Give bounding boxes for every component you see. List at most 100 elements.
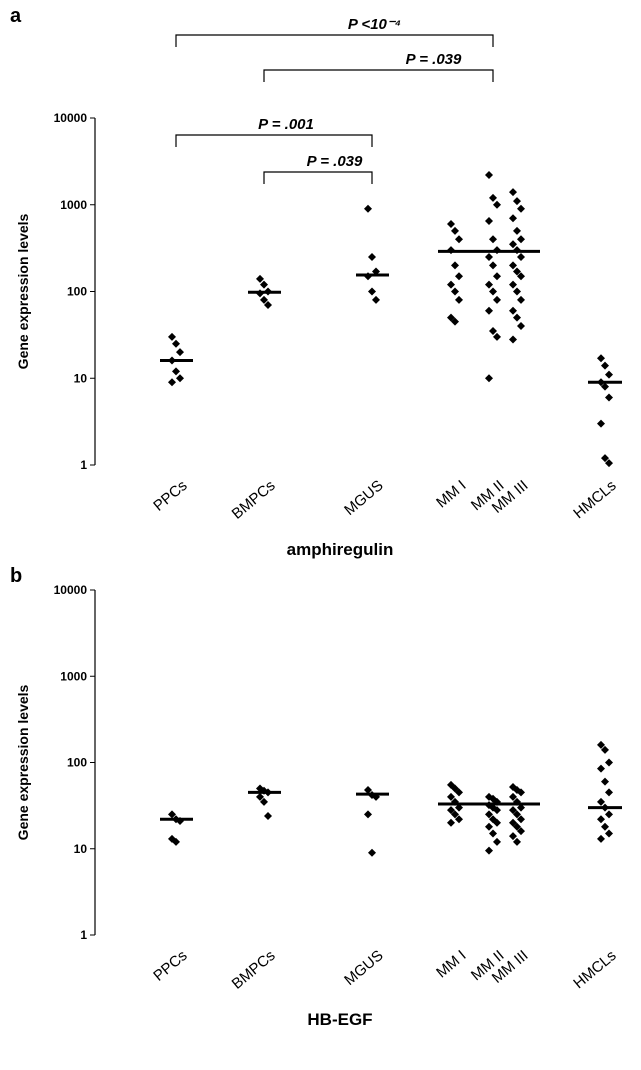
data-point	[364, 785, 372, 794]
data-point	[489, 193, 497, 202]
data-point	[517, 272, 525, 281]
data-point	[447, 280, 455, 289]
data-point	[485, 216, 493, 225]
data-point	[455, 272, 463, 281]
data-point	[368, 252, 376, 261]
x-tick-label: HMCLs	[570, 947, 619, 992]
data-point	[256, 792, 264, 801]
data-point	[513, 226, 521, 235]
data-point	[517, 815, 525, 824]
data-point	[455, 235, 463, 244]
data-point	[509, 261, 517, 270]
y-tick-label: 10000	[54, 583, 88, 597]
data-point	[601, 822, 609, 831]
y-axis-label: Gene expression levels	[15, 213, 31, 369]
y-axis-label: Gene expression levels	[15, 684, 31, 840]
x-tick-label: MGUS	[341, 477, 386, 519]
data-point	[597, 419, 605, 428]
data-point	[264, 811, 272, 820]
data-point	[489, 287, 497, 296]
data-point	[605, 810, 613, 819]
data-point	[601, 382, 609, 391]
data-point	[509, 792, 517, 801]
data-point	[517, 788, 525, 797]
data-point	[451, 317, 459, 326]
data-point	[489, 235, 497, 244]
data-point	[601, 745, 609, 754]
data-point	[485, 171, 493, 180]
data-point	[493, 837, 501, 846]
data-point	[605, 370, 613, 379]
y-tick-label: 100	[67, 285, 87, 299]
data-point	[493, 332, 501, 341]
significance-bracket	[175, 134, 373, 147]
data-point	[513, 822, 521, 831]
data-point	[172, 837, 180, 846]
data-point	[455, 788, 463, 797]
data-point	[597, 354, 605, 363]
data-point	[517, 322, 525, 331]
data-point	[447, 219, 455, 228]
data-point	[605, 788, 613, 797]
p-value: P = .039	[307, 153, 363, 170]
data-point	[493, 272, 501, 281]
data-point	[605, 829, 613, 838]
data-point	[597, 764, 605, 773]
p-value: P <10⁻⁴	[348, 16, 401, 33]
p-value: P = .001	[258, 116, 314, 133]
data-point	[517, 252, 525, 261]
x-axis-label: amphiregulin	[287, 540, 394, 559]
data-point	[605, 758, 613, 767]
data-point	[601, 361, 609, 370]
data-point	[493, 818, 501, 827]
y-tick-label: 1	[80, 458, 87, 472]
data-point	[168, 810, 176, 819]
x-tick-label: BMPCs	[229, 947, 279, 993]
data-point	[513, 837, 521, 846]
data-point	[513, 197, 521, 206]
y-tick-label: 10000	[54, 111, 88, 125]
data-point	[517, 295, 525, 304]
data-point	[489, 261, 497, 270]
data-point	[368, 287, 376, 296]
data-point	[260, 280, 268, 289]
data-point	[176, 374, 184, 383]
x-tick-label: MM I	[433, 947, 469, 981]
data-point	[172, 367, 180, 376]
significance-bracket	[263, 171, 373, 184]
data-point	[172, 339, 180, 348]
x-tick-label: PPCs	[150, 947, 190, 985]
data-point	[455, 295, 463, 304]
data-point	[517, 235, 525, 244]
data-point	[489, 327, 497, 336]
data-point	[509, 214, 517, 223]
data-point	[372, 295, 380, 304]
data-point	[455, 815, 463, 824]
data-point	[489, 829, 497, 838]
data-point	[485, 306, 493, 315]
data-point	[509, 806, 517, 815]
data-point	[485, 280, 493, 289]
data-point	[509, 240, 517, 249]
data-point	[597, 834, 605, 843]
data-point	[176, 348, 184, 357]
data-point	[256, 274, 264, 283]
data-point	[451, 810, 459, 819]
data-point	[168, 332, 176, 341]
data-point	[485, 822, 493, 831]
data-point	[509, 335, 517, 344]
data-point	[260, 797, 268, 806]
data-point	[509, 280, 517, 289]
y-tick-label: 1000	[60, 198, 87, 212]
data-point	[447, 818, 455, 827]
data-point	[168, 378, 176, 387]
data-point	[601, 777, 609, 786]
data-point	[493, 806, 501, 815]
x-tick-label: MM I	[433, 477, 469, 511]
data-point	[601, 454, 609, 463]
x-tick-label: MGUS	[341, 947, 386, 989]
data-point	[493, 200, 501, 209]
data-point	[597, 815, 605, 824]
data-point	[605, 393, 613, 402]
